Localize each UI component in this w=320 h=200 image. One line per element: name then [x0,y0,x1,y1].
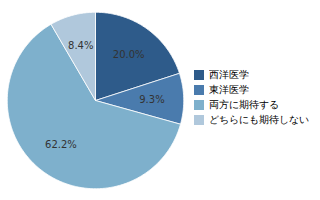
svg-text:8.4%: 8.4% [68,40,93,51]
svg-text:9.3%: 9.3% [139,94,164,105]
html-text:西洋医学: 西洋医学 [209,68,249,80]
html-text:東洋医学: 東洋医学 [209,83,249,95]
svg-text:62.2%: 62.2% [45,139,77,150]
svg-text:20.0%: 20.0% [113,49,145,60]
html-text:どちらにも期待しない: どちらにも期待しない [209,113,309,125]
html-text:両方に期待する: 両方に期待する [209,98,279,110]
